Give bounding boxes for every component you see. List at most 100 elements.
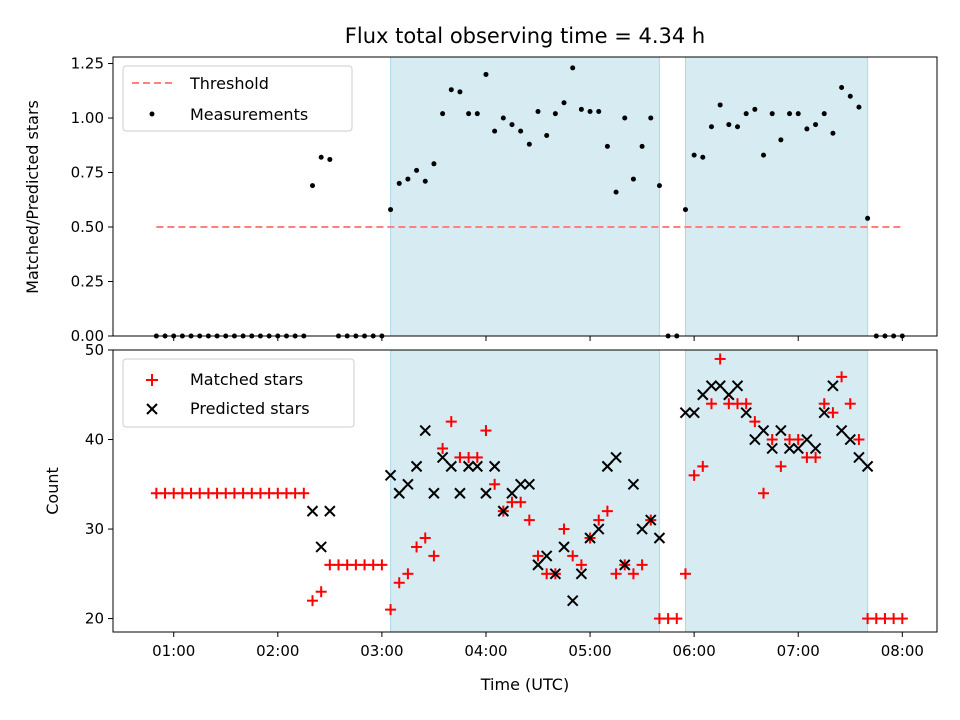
matched-point bbox=[575, 559, 587, 571]
measurement-point bbox=[509, 122, 515, 128]
measurement-point bbox=[795, 111, 801, 117]
measurement-point bbox=[327, 156, 333, 162]
measurement-point bbox=[717, 102, 723, 108]
measurement-point bbox=[318, 154, 324, 160]
predicted-point bbox=[532, 559, 544, 571]
predicted-point bbox=[584, 532, 596, 544]
predicted-point bbox=[653, 532, 666, 544]
predicted-point bbox=[445, 460, 457, 473]
y-tick-label: 40 bbox=[85, 431, 104, 449]
matched-point bbox=[558, 523, 570, 535]
predicted-point bbox=[384, 469, 397, 482]
x-tick-label: 01:00 bbox=[152, 642, 195, 660]
matched-point bbox=[445, 416, 457, 428]
matched-point bbox=[758, 487, 770, 499]
predicted-point bbox=[853, 451, 865, 464]
predicted-point bbox=[809, 442, 822, 455]
measurement-point bbox=[769, 111, 775, 117]
predicted-point bbox=[619, 559, 631, 571]
predicted-point bbox=[835, 424, 848, 437]
x-tick-label: 08:00 bbox=[881, 642, 924, 660]
predicted-point bbox=[306, 505, 319, 517]
predicted-point bbox=[428, 487, 440, 499]
predicted-point bbox=[480, 487, 492, 499]
matched-point bbox=[896, 613, 908, 625]
top-y-ticks: 0.00 0.25 0.50 0.75 1.00 1.25 bbox=[71, 55, 113, 345]
predicted-point bbox=[471, 460, 484, 473]
matched-point bbox=[601, 505, 613, 517]
matched-point bbox=[697, 460, 709, 472]
predicted-point bbox=[705, 380, 718, 392]
matched-point bbox=[810, 451, 822, 463]
matched-point bbox=[688, 469, 700, 481]
measurement-point bbox=[587, 108, 593, 114]
measurement-point bbox=[448, 87, 454, 93]
matched-legend-label: Matched stars bbox=[190, 370, 303, 389]
measurement-point bbox=[466, 111, 472, 117]
predicted-point bbox=[523, 478, 536, 490]
matched-point bbox=[402, 568, 414, 580]
y-tick-label: 30 bbox=[85, 520, 104, 538]
predicted-point bbox=[593, 523, 605, 535]
matched-point bbox=[775, 460, 787, 472]
top-legend: Threshold Measurements bbox=[122, 65, 353, 132]
measurement-point bbox=[396, 180, 402, 186]
measurement-point bbox=[830, 130, 836, 136]
bottom-x-ticks: 01:00 02:00 03:00 04:00 05:00 06:00 07:00 08:00 bbox=[152, 632, 924, 660]
predicted-point bbox=[514, 478, 527, 490]
measurement-point bbox=[500, 115, 506, 121]
matched-point bbox=[567, 550, 579, 562]
predicted-point bbox=[410, 460, 423, 473]
measurement-point bbox=[752, 106, 758, 112]
predicted-point bbox=[393, 487, 405, 499]
x-tick-label: 04:00 bbox=[464, 642, 507, 660]
top-axes-frame bbox=[112, 56, 938, 337]
predicted-point bbox=[818, 406, 830, 419]
measurement-point bbox=[639, 143, 645, 149]
measurement-point bbox=[813, 122, 819, 128]
measurement-point bbox=[648, 115, 654, 121]
predicted-point bbox=[731, 380, 744, 392]
measurement-point bbox=[847, 93, 853, 99]
measurements-legend-swatch bbox=[149, 111, 155, 117]
matched-point bbox=[471, 451, 483, 463]
measurement-point bbox=[388, 207, 394, 213]
bottom-y-axis-label: Count bbox=[43, 467, 62, 515]
matched-point bbox=[714, 353, 726, 365]
predicted-point bbox=[601, 460, 614, 473]
matched-point bbox=[411, 541, 423, 553]
predicted-point bbox=[723, 389, 735, 401]
measurement-point bbox=[726, 122, 732, 128]
y-tick-label: 1.25 bbox=[71, 55, 104, 73]
top-shaded-intervals bbox=[390, 56, 869, 337]
top-x-ticks bbox=[173, 336, 903, 341]
measurement-point bbox=[656, 183, 662, 189]
predicted-point bbox=[714, 380, 726, 392]
matched-point bbox=[532, 550, 544, 562]
measurement-point bbox=[682, 207, 688, 213]
shaded-interval-2 bbox=[684, 349, 869, 633]
measurement-point bbox=[622, 115, 628, 121]
top-panel: 0.00 0.25 0.50 0.75 1.00 1.25 Matched/Predict… bbox=[23, 55, 938, 345]
predicted-point bbox=[749, 433, 761, 446]
measurement-point bbox=[708, 124, 714, 130]
measurement-point bbox=[630, 176, 636, 182]
measurement-point bbox=[856, 104, 862, 110]
x-tick-label: 03:00 bbox=[360, 642, 403, 660]
predicted-point bbox=[861, 460, 874, 473]
predicted-point bbox=[315, 541, 327, 553]
predicted-point bbox=[610, 451, 622, 464]
y-tick-label: 0.75 bbox=[71, 164, 104, 182]
matched-point bbox=[376, 559, 388, 571]
predicted-point bbox=[558, 541, 570, 553]
matched-point bbox=[836, 371, 848, 383]
measurement-point bbox=[604, 143, 610, 149]
measurements-legend-label: Measurements bbox=[190, 105, 308, 124]
measurement-point bbox=[561, 100, 567, 106]
predicted-point bbox=[844, 433, 856, 446]
y-tick-label: 1.00 bbox=[71, 109, 104, 127]
measurement-point bbox=[691, 152, 697, 158]
matched-point bbox=[393, 577, 405, 589]
matched-point bbox=[480, 425, 492, 437]
